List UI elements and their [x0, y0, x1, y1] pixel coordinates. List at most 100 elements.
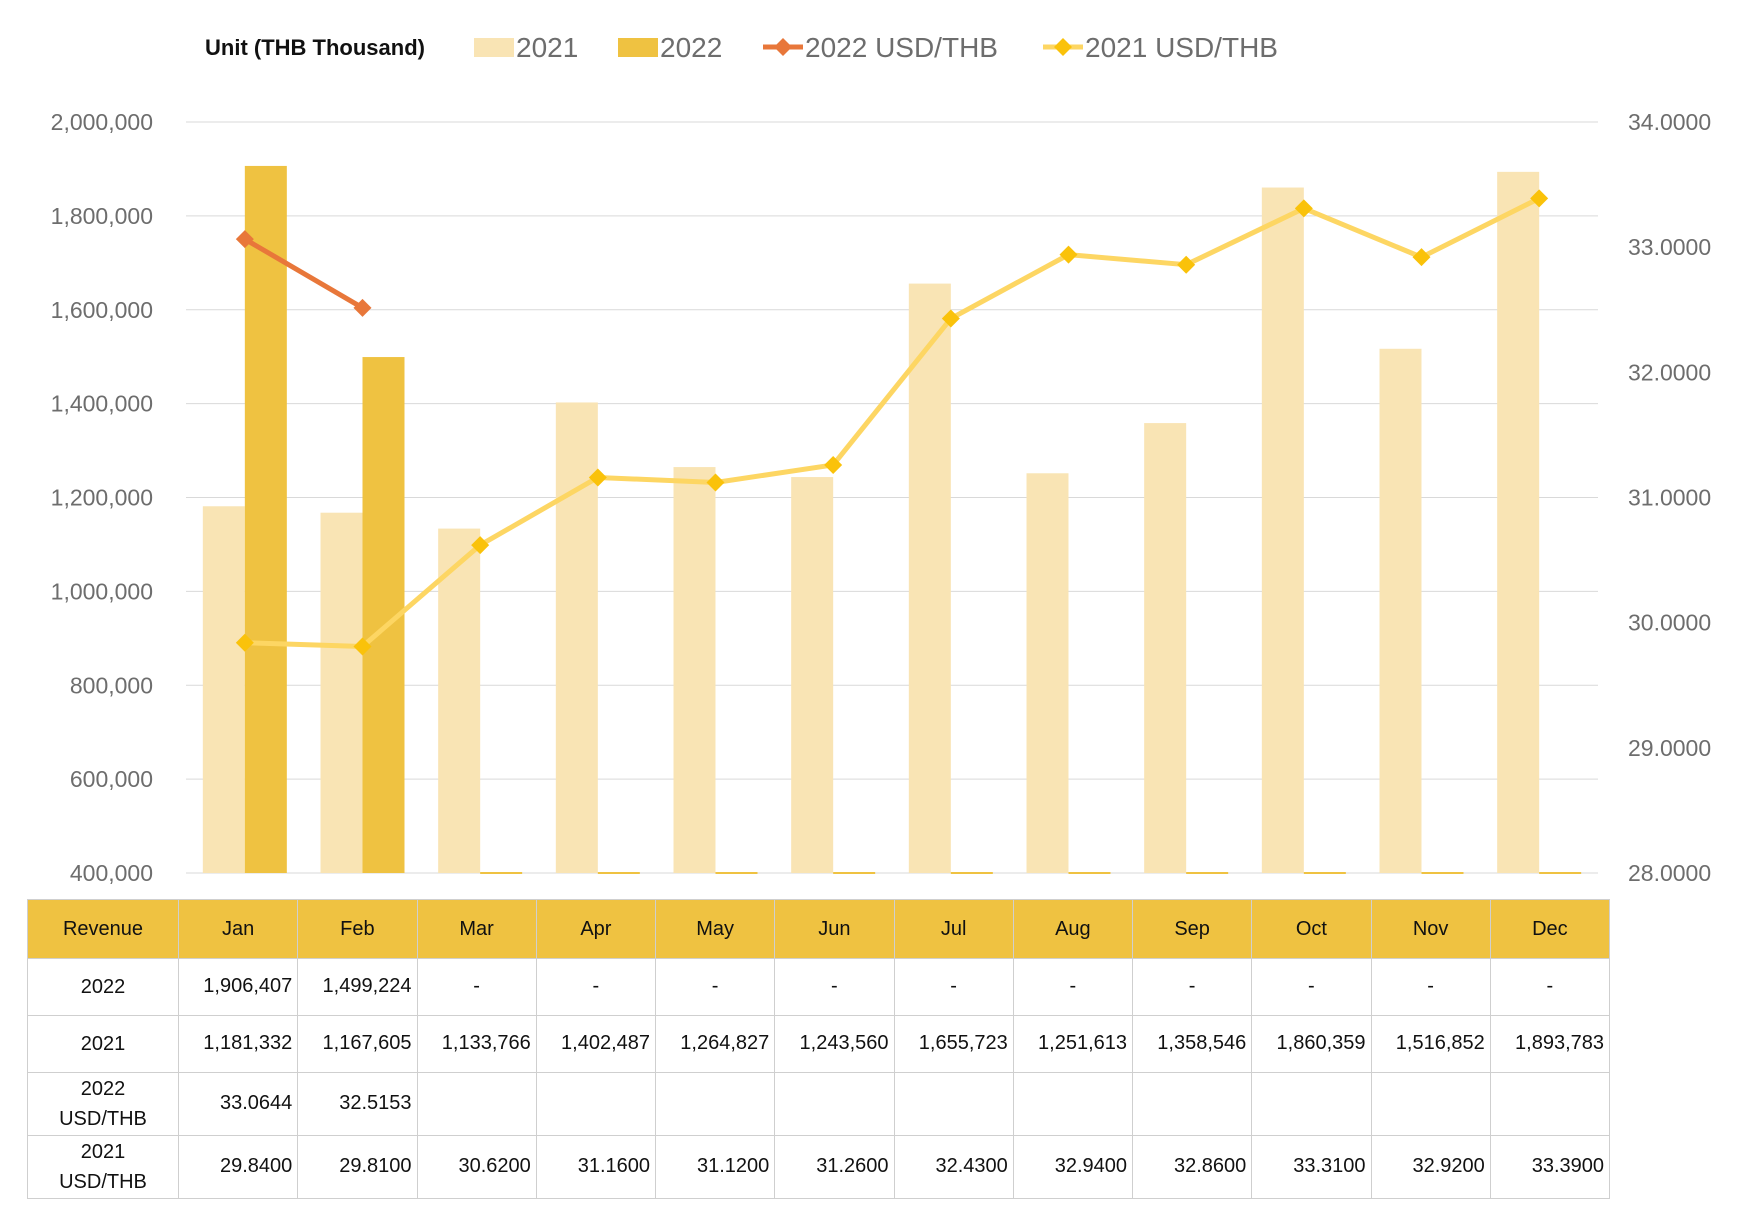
marker-2022 USD/THB-Jan: [235, 230, 254, 249]
marker-2021 USD/THB-Dec: [1530, 189, 1549, 208]
legend-label: 2022: [660, 32, 722, 63]
table-cell: -: [1012, 958, 1134, 1016]
table-cell: 29.8400: [177, 1134, 299, 1200]
y-left-tick-label: 1,000,000: [51, 578, 153, 604]
y-right-tick-label: 28.0000: [1628, 860, 1711, 886]
table-header-cell: Mar: [416, 899, 537, 959]
table-row: 2021 USD/THB 29.8400 29.8100 30.6200 31.1600 3…: [27, 1134, 1611, 1200]
bar-2021-Aug: [1026, 473, 1069, 873]
table-cell: 1,860,359: [1251, 1014, 1372, 1073]
y-left-tick-label: 1,400,000: [51, 391, 153, 417]
legend-label: 2021: [516, 32, 578, 63]
marker-2021 USD/THB-Oct: [1294, 199, 1313, 218]
revenue-chart: Unit (THB Thousand) 2021 2022 2022 USD/THB…: [51, 32, 1711, 886]
table-cell: [1489, 1071, 1611, 1136]
table-cell: -: [774, 958, 895, 1016]
table-header-row: Revenue Jan Feb Mar Apr May Jun Jul Aug Sep Oct Nov…: [27, 899, 1611, 959]
table-cell: 29.8100: [297, 1134, 418, 1200]
table-cell: 1,251,613: [1012, 1014, 1134, 1073]
legend-marker: [1054, 38, 1072, 56]
revenue-data-table: Revenue Jan Feb Mar Apr May Jun Jul Aug Sep Oct Nov…: [27, 899, 1611, 1200]
table-header-cell: Dec: [1489, 899, 1611, 959]
y-axis-left: 400,000 600,000 800,000 1,000,000 1,200,000 1…: [51, 109, 153, 886]
marker-2021 USD/THB-Aug: [1059, 245, 1078, 264]
marker-2021 USD/THB-Jan: [235, 633, 254, 652]
marker-2021 USD/THB-Feb: [353, 637, 372, 656]
bar-2021-Sep: [1144, 423, 1187, 873]
legend-label: 2021 USD/THB: [1085, 32, 1278, 63]
table-cell: 1,167,605: [297, 1014, 418, 1073]
y-left-tick-label: 1,600,000: [51, 297, 153, 323]
table-cell: 1,893,783: [1489, 1014, 1611, 1073]
table-cell: 31.1200: [654, 1134, 776, 1200]
table-cell: -: [1489, 958, 1611, 1016]
y-right-tick-label: 32.0000: [1628, 359, 1711, 385]
table-cell: -: [1131, 958, 1253, 1016]
table-row-label: 2022: [27, 958, 179, 1016]
y-right-tick-label: 34.0000: [1628, 109, 1711, 135]
bar-2021-Apr: [555, 402, 598, 873]
table-header-cell: Aug: [1012, 899, 1134, 959]
chart-grid: [186, 121, 1598, 874]
table-header-cell: Revenue: [27, 899, 179, 959]
table-cell: [654, 1071, 776, 1136]
marker-2021 USD/THB-Jun: [824, 455, 843, 474]
table-cell: 1,516,852: [1370, 1014, 1491, 1073]
table-row-label: 2021: [27, 1014, 179, 1073]
table-row: 2022 1,906,407 1,499,224- - - - - - - - - -: [27, 958, 1611, 1016]
marker-2021 USD/THB-Mar: [471, 536, 490, 555]
row-label-part: 2021: [80, 1140, 126, 1163]
table-cell: -: [1251, 958, 1372, 1016]
line-2022 USD/THB: [243, 236, 364, 310]
table-cell: 1,402,487: [535, 1014, 657, 1073]
legend-swatch: [474, 38, 514, 57]
table-cell: [535, 1071, 657, 1136]
table-cell: -: [893, 958, 1014, 1016]
chart-legend: Unit (THB Thousand) 2021 2022 2022 USD/THB…: [205, 32, 1278, 63]
table-cell: -: [1370, 958, 1491, 1016]
marker-2021 USD/THB-Sep: [1177, 255, 1196, 274]
table-cell: 1,264,827: [654, 1014, 776, 1073]
row-label-part: 2022: [80, 975, 126, 998]
table-header-cell: Oct: [1251, 899, 1372, 959]
bar-2021-Mar: [438, 528, 481, 873]
marker-2021 USD/THB-Nov: [1412, 248, 1431, 267]
table-header-cell: Feb: [297, 899, 418, 959]
table-cell: 31.1600: [535, 1134, 657, 1200]
table-cell: [1131, 1071, 1253, 1136]
table-header-cell: Jun: [774, 899, 895, 959]
table-cell: -: [535, 958, 657, 1016]
legend-swatch: [618, 38, 658, 57]
table-row: 2021 1,181,332 1,167,605 1,133,766 1,402,487…: [27, 1014, 1611, 1073]
table-header-cell: Sep: [1131, 899, 1253, 959]
table-cell: [1012, 1071, 1134, 1136]
bar-2021-Nov: [1379, 348, 1422, 873]
table-header-cell: Jul: [893, 899, 1014, 959]
table-cell: 32.8600: [1131, 1134, 1253, 1200]
marker-2021 USD/THB-Apr: [588, 468, 607, 487]
bar-2022-Jan: [244, 165, 287, 873]
table-header-cell: Apr: [535, 899, 657, 959]
table-cell: 1,655,723: [893, 1014, 1014, 1073]
table-cell: 1,243,560: [774, 1014, 895, 1073]
table-cell: 33.3900: [1489, 1134, 1611, 1200]
table-cell: -: [416, 958, 537, 1016]
table-cell: 1,499,224: [297, 958, 418, 1016]
bar-2021-Dec: [1497, 171, 1540, 874]
unit-label: Unit (THB Thousand): [205, 35, 425, 60]
marker-2022 USD/THB-Feb: [353, 298, 372, 317]
table-cell: 1,358,546: [1131, 1014, 1253, 1073]
table-cell: 33.0644: [177, 1071, 299, 1136]
y-left-tick-label: 800,000: [70, 672, 153, 698]
table-cell: [1370, 1071, 1491, 1136]
y-left-tick-label: 600,000: [70, 766, 153, 792]
y-left-tick-label: 1,200,000: [51, 485, 153, 511]
chart-lines: [235, 189, 1549, 656]
table-cell: [893, 1071, 1014, 1136]
table-header-cell: Nov: [1370, 899, 1491, 959]
y-right-tick-label: 30.0000: [1628, 610, 1711, 636]
y-left-tick-label: 400,000: [70, 860, 153, 886]
table-cell: [1251, 1071, 1372, 1136]
row-label-part: USD/THB: [59, 1170, 147, 1193]
table-cell: 1,906,407: [177, 958, 299, 1016]
